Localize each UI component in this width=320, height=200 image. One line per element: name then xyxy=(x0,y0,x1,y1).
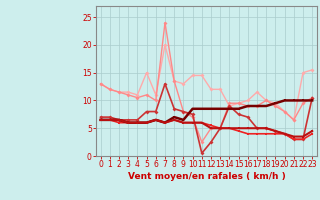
X-axis label: Vent moyen/en rafales ( km/h ): Vent moyen/en rafales ( km/h ) xyxy=(128,172,285,181)
